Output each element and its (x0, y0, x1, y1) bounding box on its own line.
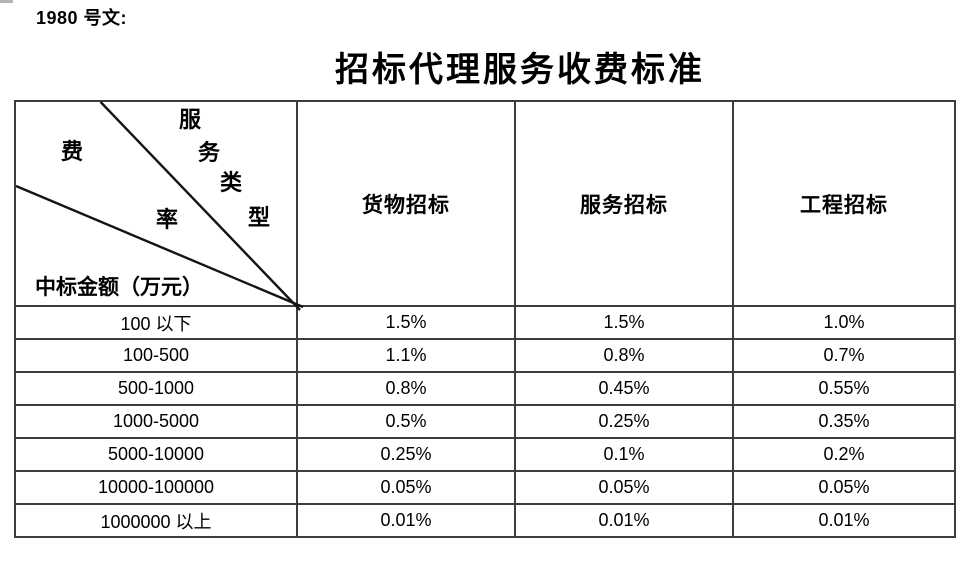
corner-row-axis-label: 中标金额（万元） (35, 275, 203, 299)
amount-range-cell: 1000000 以上 (14, 503, 298, 538)
rate-cell-goods: 0.01% (296, 503, 516, 538)
rate-cell-service: 1.5% (514, 305, 734, 340)
rate-cell-service: 0.1% (514, 437, 734, 472)
rate-cell-service: 0.25% (514, 404, 734, 439)
corner-label-type-3: 类 (220, 170, 243, 195)
corner-label-type-2: 务 (198, 140, 221, 165)
table-row: 10000-100000 0.05% 0.05% 0.05% (14, 470, 956, 505)
rate-cell-works: 0.7% (732, 338, 956, 373)
rate-cell-works: 0.55% (732, 371, 956, 406)
page-title: 招标代理服务收费标准 (335, 52, 705, 89)
rate-cell-goods: 0.8% (296, 371, 516, 406)
table-row: 5000-10000 0.25% 0.1% 0.2% (14, 437, 956, 472)
amount-range-cell: 500-1000 (14, 371, 298, 406)
rate-cell-service: 0.8% (514, 338, 734, 373)
corner-label-type-4: 型 (248, 205, 271, 230)
rate-cell-goods: 0.5% (296, 404, 516, 439)
amount-range-cell: 1000-5000 (14, 404, 298, 439)
corner-label-type-1: 服 (179, 107, 202, 132)
rate-cell-works: 0.01% (732, 503, 956, 538)
column-header-works: 工程招标 (732, 100, 956, 307)
corner-label-fee: 费 (61, 139, 84, 164)
scan-artifact (0, 0, 13, 3)
rate-cell-goods: 0.05% (296, 470, 516, 505)
table-row: 1000000 以上 0.01% 0.01% 0.01% (14, 503, 956, 538)
table-row: 1000-5000 0.5% 0.25% 0.35% (14, 404, 956, 439)
rate-cell-service: 0.01% (514, 503, 734, 538)
amount-range-cell: 100 以下 (14, 305, 298, 340)
table-row: 100-500 1.1% 0.8% 0.7% (14, 338, 956, 373)
table-header-row: 费 服 务 类 型 率 中标金额（万元） 货物招标 服务招标 工程招标 (14, 100, 956, 311)
column-header-goods: 货物招标 (296, 100, 516, 307)
amount-range-cell: 100-500 (14, 338, 298, 373)
rate-cell-works: 0.2% (732, 437, 956, 472)
table-row: 100 以下 1.5% 1.5% 1.0% (14, 305, 956, 340)
rate-cell-goods: 1.5% (296, 305, 516, 340)
rate-cell-goods: 0.25% (296, 437, 516, 472)
rate-cell-service: 0.05% (514, 470, 734, 505)
corner-label-rate: 率 (156, 207, 179, 232)
doc-reference: 1980 号文: (36, 8, 128, 28)
rate-cell-works: 0.05% (732, 470, 956, 505)
table-row: 500-1000 0.8% 0.45% 0.55% (14, 371, 956, 406)
fee-table: 费 服 务 类 型 率 中标金额（万元） 货物招标 服务招标 工程招标 100 … (14, 100, 956, 538)
rate-cell-works: 0.35% (732, 404, 956, 439)
column-header-service: 服务招标 (514, 100, 734, 307)
rate-cell-service: 0.45% (514, 371, 734, 406)
amount-range-cell: 5000-10000 (14, 437, 298, 472)
rate-cell-goods: 1.1% (296, 338, 516, 373)
amount-range-cell: 10000-100000 (14, 470, 298, 505)
rate-cell-works: 1.0% (732, 305, 956, 340)
diagonal-header-cell: 费 服 务 类 型 率 中标金额（万元） (14, 100, 304, 311)
